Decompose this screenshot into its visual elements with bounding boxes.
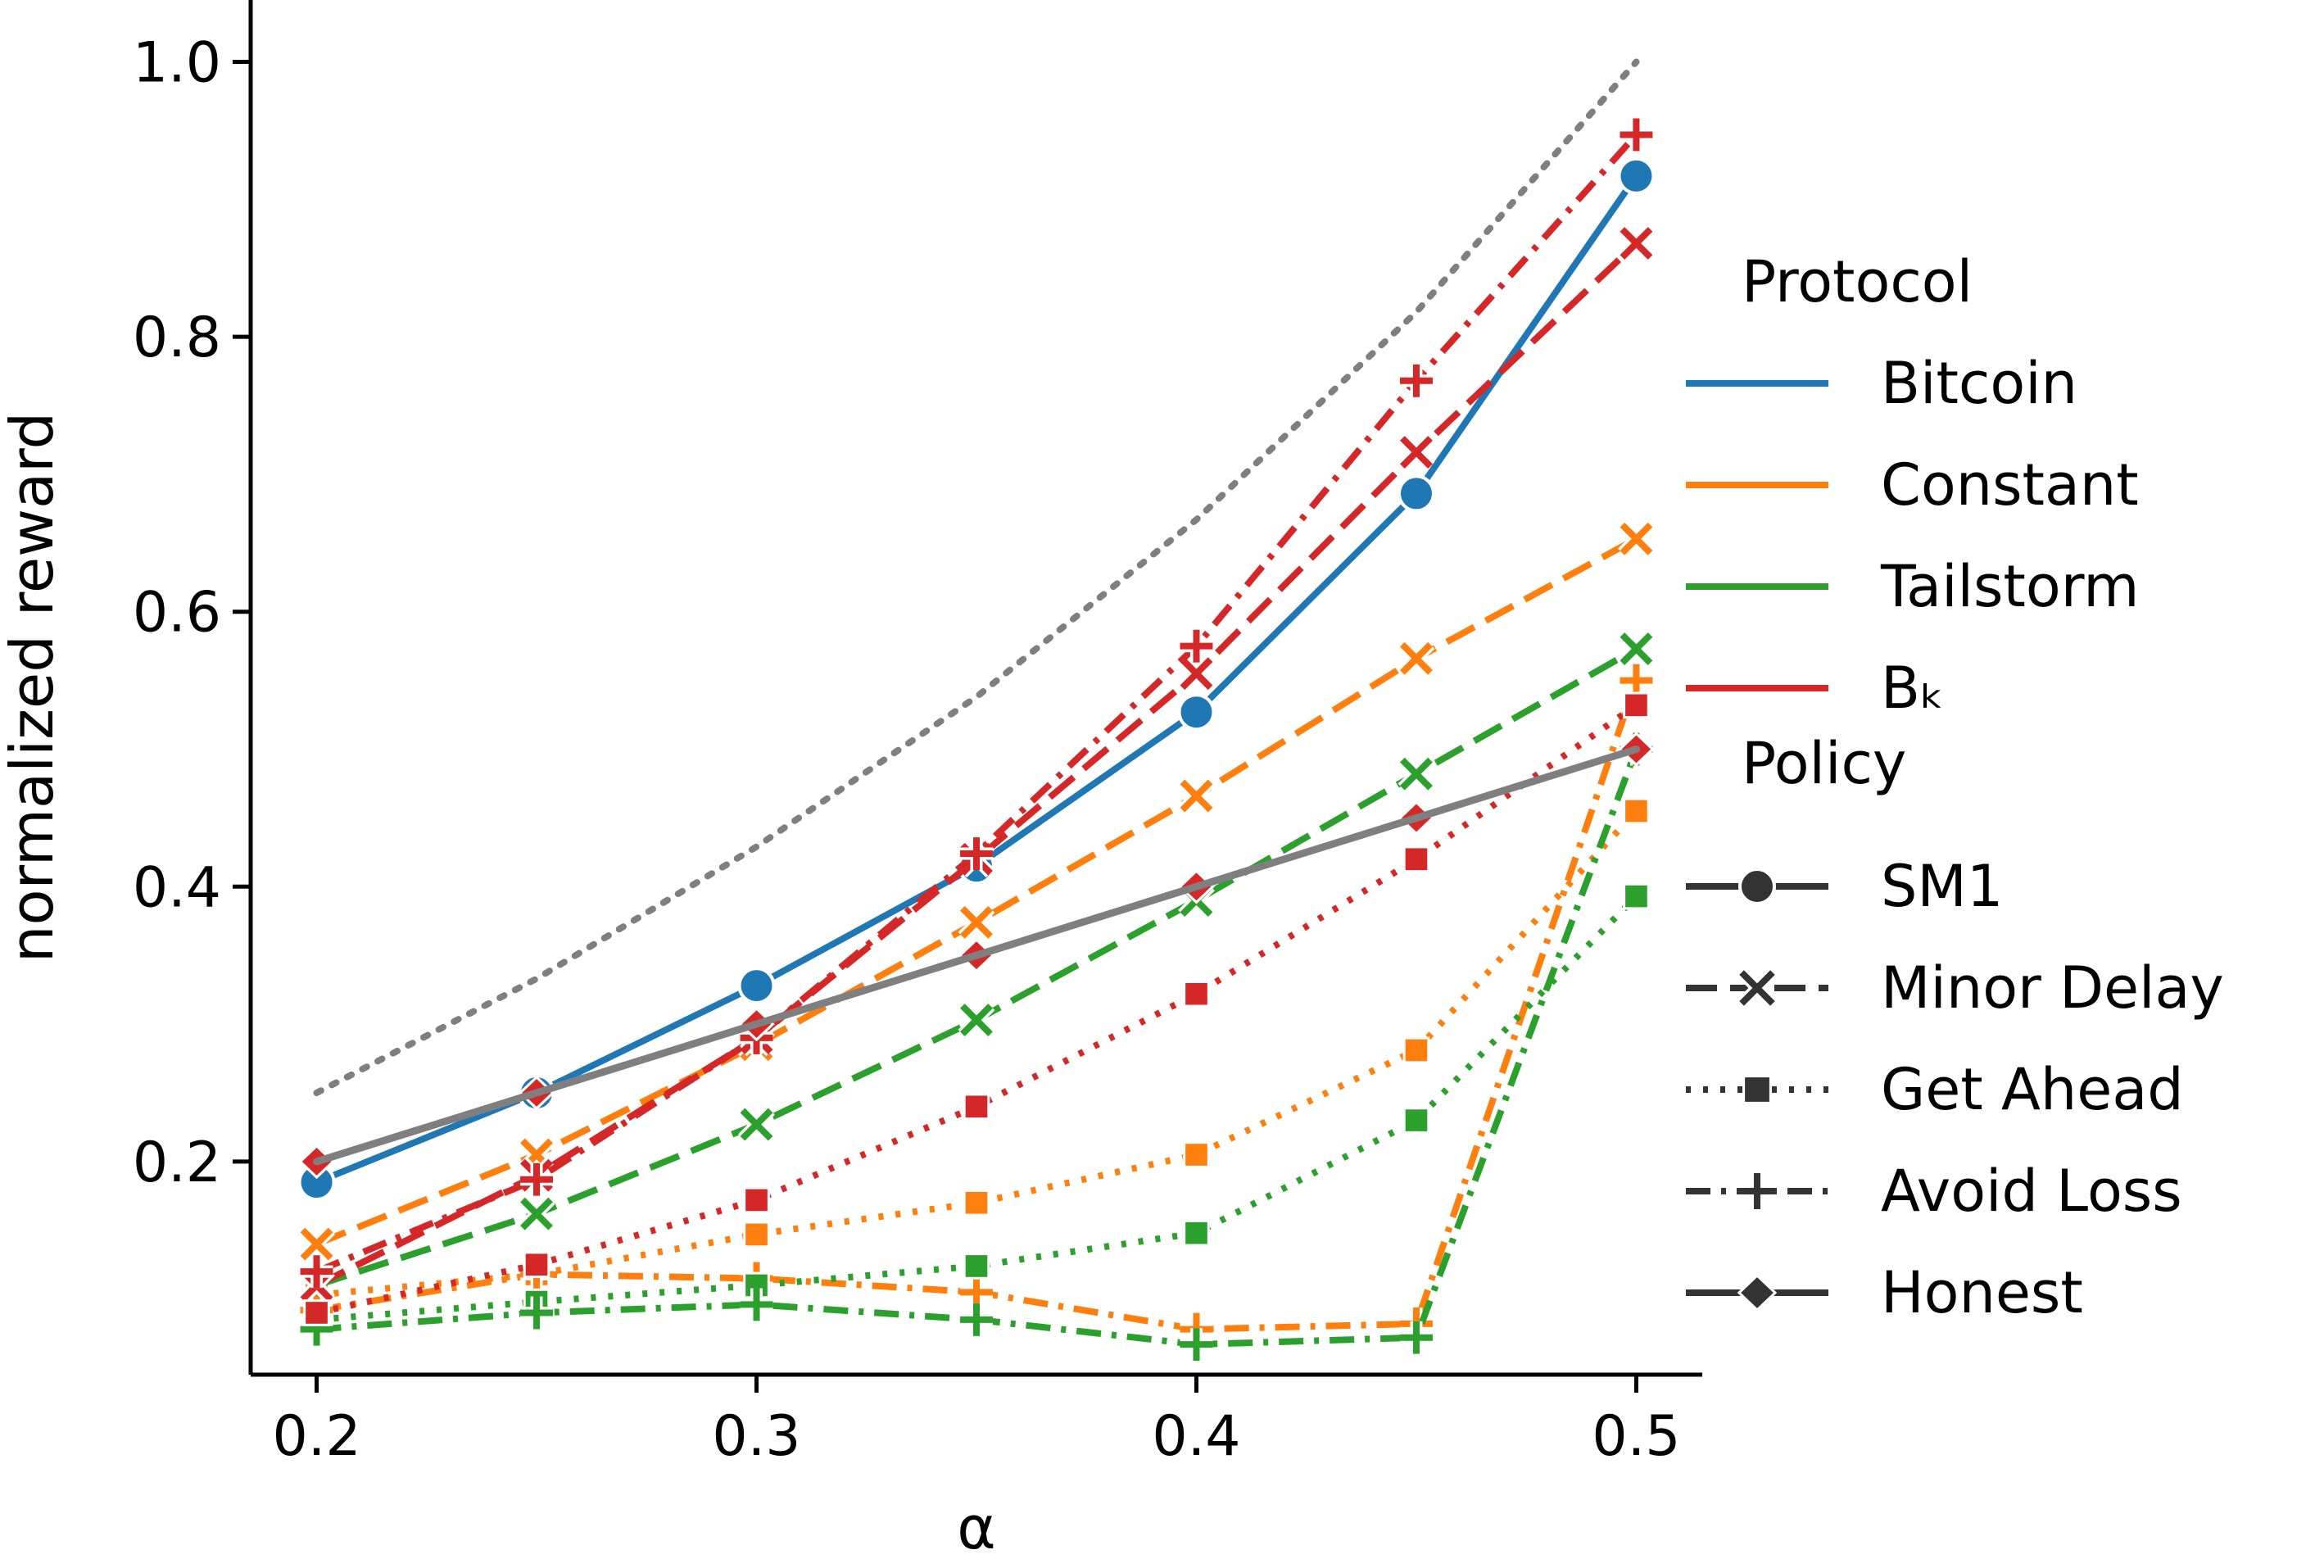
series-tailstorm-get-ahead-point xyxy=(1402,1107,1430,1134)
legend: Protocol Bitcoin Constant Tailstorm Bₖ Policy… xyxy=(1686,248,2224,1326)
series-tailstorm-avoid-loss-point xyxy=(960,1303,993,1336)
legend-marker-honest xyxy=(1737,1273,1778,1312)
series-tailstorm-get-ahead-point xyxy=(963,1253,990,1280)
legend-label-tailstorm: Tailstorm xyxy=(1880,553,2139,620)
x-tick-label: 0.4 xyxy=(1152,1404,1240,1469)
series-tailstorm-get-ahead-point xyxy=(1623,882,1650,910)
series-bk-get-ahead-point xyxy=(523,1251,550,1279)
series-tailstorm-get-ahead-point xyxy=(1183,1219,1210,1247)
series-tailstorm-avoid-loss-point xyxy=(1400,1321,1433,1354)
series-bk-minor-delay-point xyxy=(1618,224,1655,262)
legend-label-bitcoin: Bitcoin xyxy=(1881,350,2077,417)
legend-title-protocol: Protocol xyxy=(1742,248,1973,315)
legend-label-get-ahead: Get Ahead xyxy=(1881,1056,2184,1123)
series-constant-get-ahead-point xyxy=(1623,797,1650,825)
series-bk-get-ahead-point xyxy=(303,1299,330,1326)
series-constant-get-ahead-point xyxy=(743,1221,770,1249)
legend-marker-avoid-loss xyxy=(1738,1172,1776,1210)
legend-label-sm1: SM1 xyxy=(1881,853,2003,920)
y-tick-label: 0.2 xyxy=(133,1131,221,1195)
series-bk-minor-delay-point xyxy=(1178,655,1215,692)
x-tick-label: 0.3 xyxy=(712,1404,800,1469)
series-bk-minor-delay xyxy=(298,224,1655,1304)
series-bk-minor-delay-point xyxy=(1398,433,1435,471)
series-tailstorm-minor-delay-point xyxy=(518,1195,555,1233)
legend-label-honest: Honest xyxy=(1881,1259,2083,1326)
legend-label-constant: Constant xyxy=(1881,451,2139,519)
series-bk-avoid-loss-point xyxy=(1620,118,1653,152)
y-tick-label: 0.4 xyxy=(133,855,221,920)
series-constant-get-ahead-point xyxy=(963,1189,990,1217)
series-constant-minor-delay xyxy=(298,520,1655,1262)
series-tailstorm-minor-delay-point xyxy=(1398,755,1435,793)
y-tick-label: 0.8 xyxy=(133,306,221,370)
series-tailstorm-avoid-loss-point xyxy=(1180,1328,1213,1362)
series-tailstorm-avoid-loss-point xyxy=(740,1288,773,1321)
series-bk-get-ahead-point xyxy=(743,1186,770,1214)
series-constant-minor-delay-point xyxy=(1398,640,1435,678)
legend-marker-get-ahead xyxy=(1742,1075,1772,1104)
series-tailstorm-minor-delay xyxy=(298,630,1655,1304)
series-constant-avoid-loss-point xyxy=(960,1276,993,1309)
series-bitcoin-sm1-point xyxy=(1397,474,1435,513)
y-axis-label: normalized reward xyxy=(0,412,66,963)
honest-reference-line xyxy=(313,745,1640,1166)
series-bk-avoid-loss-point xyxy=(520,1162,553,1196)
plot-area xyxy=(297,58,1656,1362)
series-tailstorm-minor-delay-point xyxy=(1618,630,1655,668)
series-constant-avoid-loss xyxy=(300,664,1653,1346)
legend-label-avoid-loss: Avoid Loss xyxy=(1881,1158,2182,1225)
x-axis-label: α xyxy=(957,1493,995,1562)
reference-line-dotted xyxy=(313,58,1640,1096)
legend-label-minor-delay: Minor Delay xyxy=(1881,954,2224,1022)
series-bitcoin-sm1-point xyxy=(737,967,776,1005)
series-bitcoin-sm1 xyxy=(297,156,1656,1202)
x-tick-label: 0.2 xyxy=(272,1404,360,1469)
series-constant-avoid-loss-line xyxy=(315,679,1640,1333)
legend-label-bk: Bₖ xyxy=(1881,655,1945,722)
series-bitcoin-sm1-line xyxy=(315,174,1639,1185)
series-constant-avoid-loss-point xyxy=(1620,664,1653,697)
legend-marker-minor-delay xyxy=(1737,968,1778,1008)
series-constant-minor-delay-point xyxy=(1178,777,1215,814)
legend-title-policy: Policy xyxy=(1742,730,1906,797)
series-constant-minor-delay-line xyxy=(315,536,1638,1248)
series-tailstorm-avoid-loss xyxy=(300,732,1653,1362)
series-bk-avoid-loss-point xyxy=(1400,364,1433,397)
series-tailstorm-minor-delay-point xyxy=(738,1106,775,1144)
series-bk-get-ahead-point xyxy=(1623,691,1650,719)
y-tick-label: 1.0 xyxy=(133,31,221,96)
y-tick-label: 0.6 xyxy=(133,581,221,646)
series-bk-avoid-loss-point xyxy=(300,1255,333,1289)
series-bk-avoid-loss-point xyxy=(960,837,993,870)
series-tailstorm-minor-delay-point xyxy=(958,1001,995,1039)
series-constant-minor-delay-point xyxy=(298,1226,335,1262)
x-tick-label: 0.5 xyxy=(1592,1404,1680,1469)
legend-marker-sm1 xyxy=(1738,868,1776,905)
series-bk-get-ahead-point xyxy=(1402,845,1430,873)
series-bitcoin-sm1-point xyxy=(1617,156,1656,195)
series-bk-get-ahead xyxy=(303,691,1650,1326)
series-bk-avoid-loss-point xyxy=(1180,629,1213,663)
series-bitcoin-sm1-point xyxy=(1177,693,1216,732)
series-constant-get-ahead-point xyxy=(1183,1141,1210,1168)
axes xyxy=(248,0,1702,1377)
series-bk-get-ahead-point xyxy=(963,1093,990,1121)
series-tailstorm-avoid-loss-point xyxy=(520,1296,553,1330)
series-bk-get-ahead-point xyxy=(1183,980,1210,1008)
y-ticks: 0.2 0.4 0.6 0.8 1.0 xyxy=(133,31,251,1195)
x-ticks: 0.2 0.3 0.4 0.5 xyxy=(272,1375,1681,1469)
series-constant-get-ahead-point xyxy=(1402,1036,1430,1064)
series-constant-minor-delay-point xyxy=(1618,520,1655,558)
series-constant-minor-delay-point xyxy=(958,904,995,941)
